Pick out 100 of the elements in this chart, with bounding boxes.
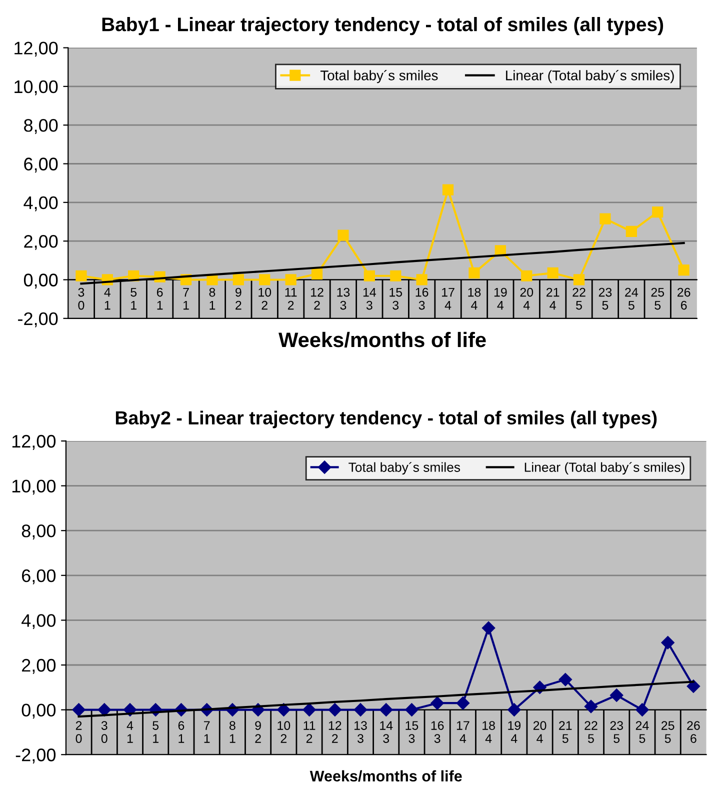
x-tick-label: 11 2: [304, 721, 316, 743]
point: [328, 703, 342, 716]
x-tick-label: 3 0: [101, 721, 108, 743]
point: [380, 703, 393, 716]
x-tick-label: 20 4: [533, 721, 546, 743]
y-tick-label: 10,00: [12, 480, 56, 495]
point: [508, 703, 521, 716]
x-tick-label: 18 4: [468, 288, 481, 310]
point: [678, 264, 690, 276]
x-tick-label: 19 4: [494, 288, 507, 310]
point: [610, 688, 624, 702]
x-tick-label: 6 1: [156, 288, 163, 310]
x-tick-label: 6 1: [178, 721, 184, 743]
x-tick-label: 12 2: [311, 288, 324, 310]
point: [430, 696, 444, 710]
chart-title: Baby2 - Linear trajectory tendency - total of smiles (all types): [116, 410, 657, 428]
x-tick-label: 5 1: [130, 288, 137, 310]
y-tick-label: 6,00: [22, 569, 56, 584]
y-tick-label: 4,00: [22, 614, 56, 630]
point: [626, 226, 637, 237]
point: [600, 213, 611, 224]
point: [98, 703, 111, 716]
legend-label: Total baby´s smiles: [348, 462, 460, 475]
point: [584, 700, 598, 714]
x-tick-label: 22 5: [572, 288, 586, 310]
y-tick-label: -2,00: [16, 748, 56, 764]
y-tick-label: 12,00: [12, 434, 56, 450]
point: [285, 274, 296, 286]
x-tick-label: 26 6: [678, 288, 690, 310]
x-tick-label: 23 5: [610, 721, 624, 743]
point: [354, 703, 368, 716]
point: [636, 703, 649, 716]
x-tick-label: 8 1: [209, 288, 216, 310]
x-tick-label: 26 6: [687, 721, 700, 743]
x-tick-label: 10 2: [278, 721, 290, 743]
y-tick-label: 0,00: [24, 274, 58, 289]
point: [76, 270, 87, 282]
x-tick-label: 24 5: [636, 721, 649, 743]
y-tick-label: 2,00: [22, 658, 56, 674]
x-tick-label: 15 3: [390, 288, 402, 310]
y-tick-label: 0,00: [22, 704, 56, 719]
x-tick-label: 12 2: [328, 721, 342, 743]
x-axis-title: Weeks/months of life: [310, 770, 462, 782]
y-tick-label: 2,00: [24, 235, 58, 250]
legend-label: Total baby´s smiles: [320, 70, 438, 84]
point: [521, 270, 532, 282]
x-tick-label: 14 3: [363, 288, 376, 310]
point: [206, 274, 218, 286]
x-tick-label: 8 1: [230, 721, 236, 743]
x-tick-label: 21 5: [559, 721, 572, 743]
x-tick-label: 15 3: [406, 721, 418, 743]
x-tick-label: 5 1: [152, 721, 159, 743]
legend-label: Linear (Total baby´s smiles): [506, 70, 674, 84]
x-tick-label: 7 1: [183, 288, 189, 310]
y-tick-label: -2,00: [18, 312, 58, 328]
point: [277, 703, 290, 716]
y-tick-label: 8,00: [24, 119, 58, 134]
legend-label: Linear (Total baby´s smiles): [524, 462, 684, 475]
x-tick-label: 3 0: [78, 288, 84, 310]
point: [547, 267, 558, 279]
point: [311, 268, 323, 280]
x-tick-label: 10 2: [258, 288, 272, 310]
y-tick-label: 12,00: [14, 42, 58, 57]
point: [232, 274, 244, 286]
x-tick-label: 25 5: [662, 721, 674, 743]
point: [468, 267, 480, 279]
x-tick-label: 17 4: [442, 288, 454, 310]
point: [573, 274, 585, 286]
y-tick-label: 6,00: [24, 158, 58, 173]
x-tick-label: 16 3: [416, 288, 428, 310]
x-tick-label: 13 3: [354, 721, 367, 743]
point: [652, 206, 664, 218]
point: [72, 703, 86, 716]
x-tick-label: 23 5: [598, 288, 612, 310]
point: [338, 230, 349, 241]
y-tick-label: 8,00: [22, 524, 56, 540]
point: [302, 703, 316, 716]
x-tick-label: 4 1: [126, 721, 134, 743]
x-tick-label: 9 2: [255, 721, 261, 743]
x-tick-label: 24 5: [625, 288, 638, 310]
x-axis-title: Weeks/months of life: [278, 332, 486, 348]
point: [259, 274, 270, 286]
point: [558, 672, 572, 686]
x-tick-label: 17 4: [456, 721, 470, 743]
x-tick-label: 25 5: [651, 288, 664, 310]
point: [456, 696, 470, 710]
y-tick-label: 4,00: [24, 196, 58, 212]
x-tick-label: 19 4: [508, 721, 521, 743]
x-tick-label: 2 0: [76, 721, 82, 743]
x-tick-label: 7 1: [204, 721, 210, 743]
x-tick-label: 20 4: [520, 288, 534, 310]
x-tick-label: 21 4: [546, 288, 560, 310]
x-tick-label: 9 2: [236, 288, 242, 310]
y-tick-label: 10,00: [14, 80, 58, 96]
x-tick-label: 13 3: [337, 288, 350, 310]
chart-title: Baby1 - Linear trajectory tendency - total of smiles (all types): [102, 17, 664, 36]
x-tick-label: 16 3: [431, 721, 444, 743]
point: [405, 703, 418, 716]
x-tick-label: 22 5: [584, 721, 598, 743]
x-tick-label: 18 4: [482, 721, 495, 743]
